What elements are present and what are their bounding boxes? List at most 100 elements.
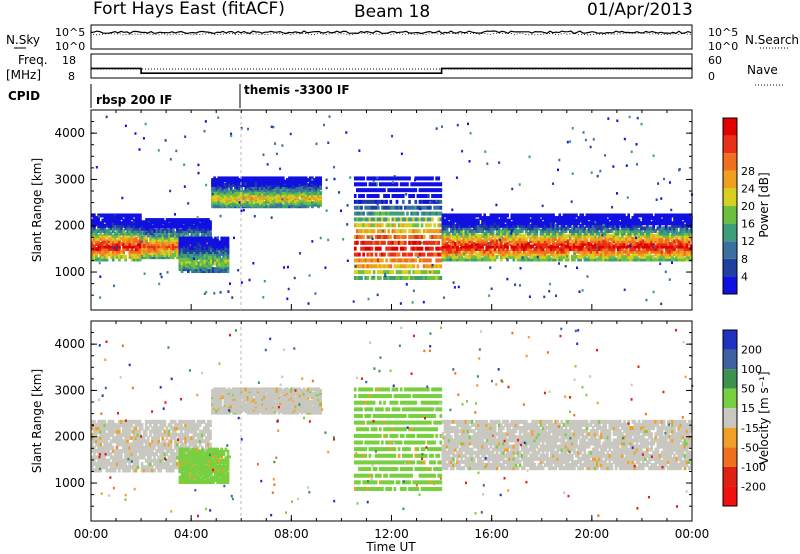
power-cell [126, 247, 130, 252]
power-cell [286, 181, 289, 186]
power-cell [683, 239, 687, 244]
power-cell [520, 216, 524, 221]
power-cell [673, 216, 676, 221]
power-cell [275, 202, 279, 207]
power-cell [391, 217, 395, 222]
power-cell [666, 244, 670, 249]
power-cell [103, 229, 107, 234]
power-cell [541, 213, 545, 218]
power-cell [472, 216, 476, 221]
power-cell [656, 252, 660, 257]
power-cell [116, 223, 119, 228]
power-cell [470, 231, 474, 236]
power-cell [404, 246, 407, 251]
power-cell [468, 254, 472, 259]
power-cell [113, 231, 117, 236]
power-cell [107, 221, 111, 226]
power-cell [483, 213, 487, 218]
power-cell [474, 223, 478, 228]
power-cell [429, 223, 432, 228]
power-cell [406, 182, 409, 187]
power-cell [583, 247, 587, 252]
power-cell [182, 229, 186, 234]
power-cell [441, 229, 445, 234]
power-cell [370, 194, 374, 199]
power-cell [406, 188, 409, 193]
power-cell [666, 236, 670, 241]
power-cell [502, 231, 505, 236]
power-cell [644, 218, 647, 223]
power-cell [130, 231, 134, 236]
power-cell [614, 244, 618, 249]
power-cell [111, 213, 115, 218]
power-cell [497, 241, 501, 246]
power-cell [410, 264, 413, 269]
power-cell [570, 239, 574, 244]
power-cell [644, 239, 647, 244]
power-cell [364, 246, 368, 251]
power-cell [141, 235, 144, 240]
power-cell [389, 270, 393, 275]
power-cell [401, 199, 405, 204]
power-cell [410, 205, 413, 210]
power-cell [240, 191, 243, 196]
power-cell [381, 252, 384, 257]
power-cell [639, 229, 643, 234]
power-cell [644, 257, 647, 262]
power-speckle [556, 168, 559, 172]
power-speckle [247, 127, 250, 131]
power-cell [662, 241, 666, 246]
power-cell [143, 252, 146, 257]
power-cell [491, 257, 495, 262]
power-cell [648, 254, 651, 259]
power-cell [545, 216, 549, 221]
power-cell [368, 223, 372, 228]
power-cell [518, 247, 522, 252]
power-cell [174, 252, 177, 257]
power-cell [138, 213, 142, 218]
power-cell [681, 223, 685, 228]
power-cell [454, 241, 457, 246]
power-cell [652, 223, 656, 228]
power-cell [497, 247, 501, 252]
power-cell [477, 226, 480, 231]
power-speckle [558, 262, 561, 265]
power-cell [399, 188, 403, 193]
power-cell [389, 211, 393, 216]
power-cell [229, 179, 233, 184]
power-cell [356, 240, 359, 245]
sky-right-tick-bottom: 10^0 [708, 40, 738, 53]
power-speckle [293, 276, 296, 280]
power-cell [383, 275, 386, 280]
power-cell [124, 236, 128, 241]
power-cell [213, 181, 216, 186]
power-cell [248, 197, 252, 202]
power-cell [122, 218, 125, 223]
power-cell [512, 241, 516, 246]
power-cell [103, 231, 107, 236]
power-cell [401, 275, 405, 280]
power-cell [575, 244, 578, 249]
power-cell [602, 244, 605, 249]
power-cell [623, 213, 626, 218]
power-cell [616, 216, 620, 221]
power-cell [681, 247, 685, 252]
power-cell [429, 205, 432, 210]
power-cell [385, 205, 388, 210]
power-cell [660, 241, 664, 246]
power-cell [648, 252, 651, 257]
power-cell [602, 254, 605, 259]
power-cell [353, 176, 357, 181]
power-cell [660, 226, 664, 231]
power-cell [512, 226, 516, 231]
power-cell [159, 252, 163, 257]
power-cell [621, 244, 624, 249]
power-cell [662, 244, 666, 249]
power-cell [560, 236, 564, 241]
power-speckle [237, 268, 240, 272]
power-cell [111, 254, 115, 259]
power-cell [370, 240, 374, 245]
power-cell [167, 252, 171, 257]
power-cell [558, 231, 562, 236]
power-cell [537, 252, 541, 257]
